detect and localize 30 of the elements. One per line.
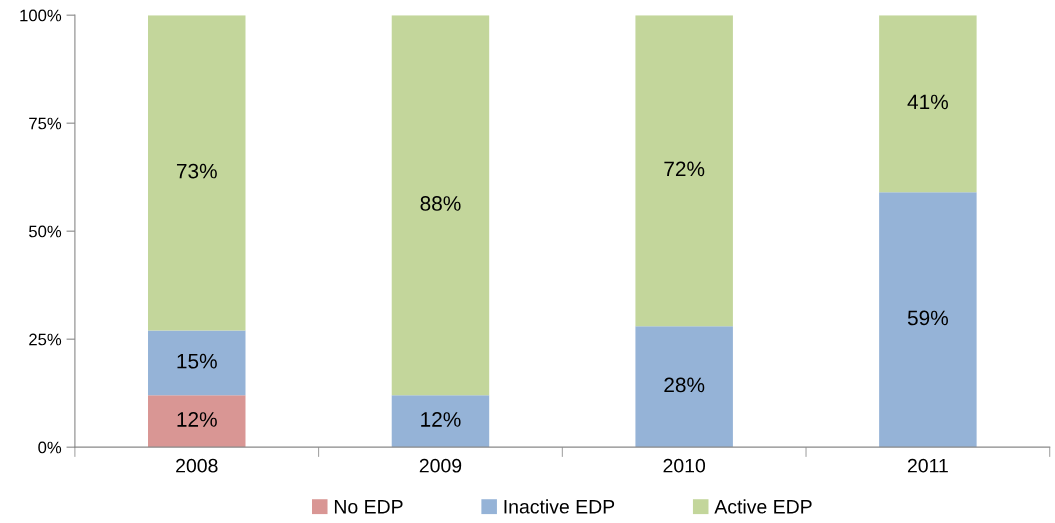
y-tick-label: 50% [29, 225, 62, 238]
bar [391, 15, 490, 396]
y-tick-label: 0% [38, 441, 62, 454]
x-tick-label: 2011 [907, 458, 948, 473]
x-tick-label: 2008 [176, 458, 218, 473]
data-label: 41% [907, 94, 948, 110]
bar [391, 395, 490, 448]
legend-label: No EDP [334, 500, 403, 514]
data-label: 28% [664, 377, 705, 393]
bar [148, 330, 246, 396]
y-tick-label: 25% [29, 333, 62, 346]
bar [879, 192, 977, 448]
bar [148, 395, 246, 448]
bar [879, 15, 977, 193]
y-tick-label: 75% [29, 117, 62, 130]
bar [148, 15, 246, 331]
data-label: 88% [420, 196, 461, 211]
data-label: 73% [176, 163, 217, 179]
data-label: 59% [907, 310, 948, 326]
data-label: 72% [664, 161, 705, 177]
legend-label: Active EDP [714, 499, 812, 514]
bar [635, 326, 733, 448]
x-tick-label: 2009 [419, 458, 462, 473]
bar [635, 15, 733, 327]
y-tick-label: 100% [20, 9, 62, 22]
legend-label: Inactive EDP [504, 499, 615, 514]
data-label: 12% [421, 412, 461, 427]
data-label: 12% [177, 412, 217, 427]
data-label: 15% [177, 353, 217, 369]
x-tick-label: 2010 [663, 458, 706, 473]
